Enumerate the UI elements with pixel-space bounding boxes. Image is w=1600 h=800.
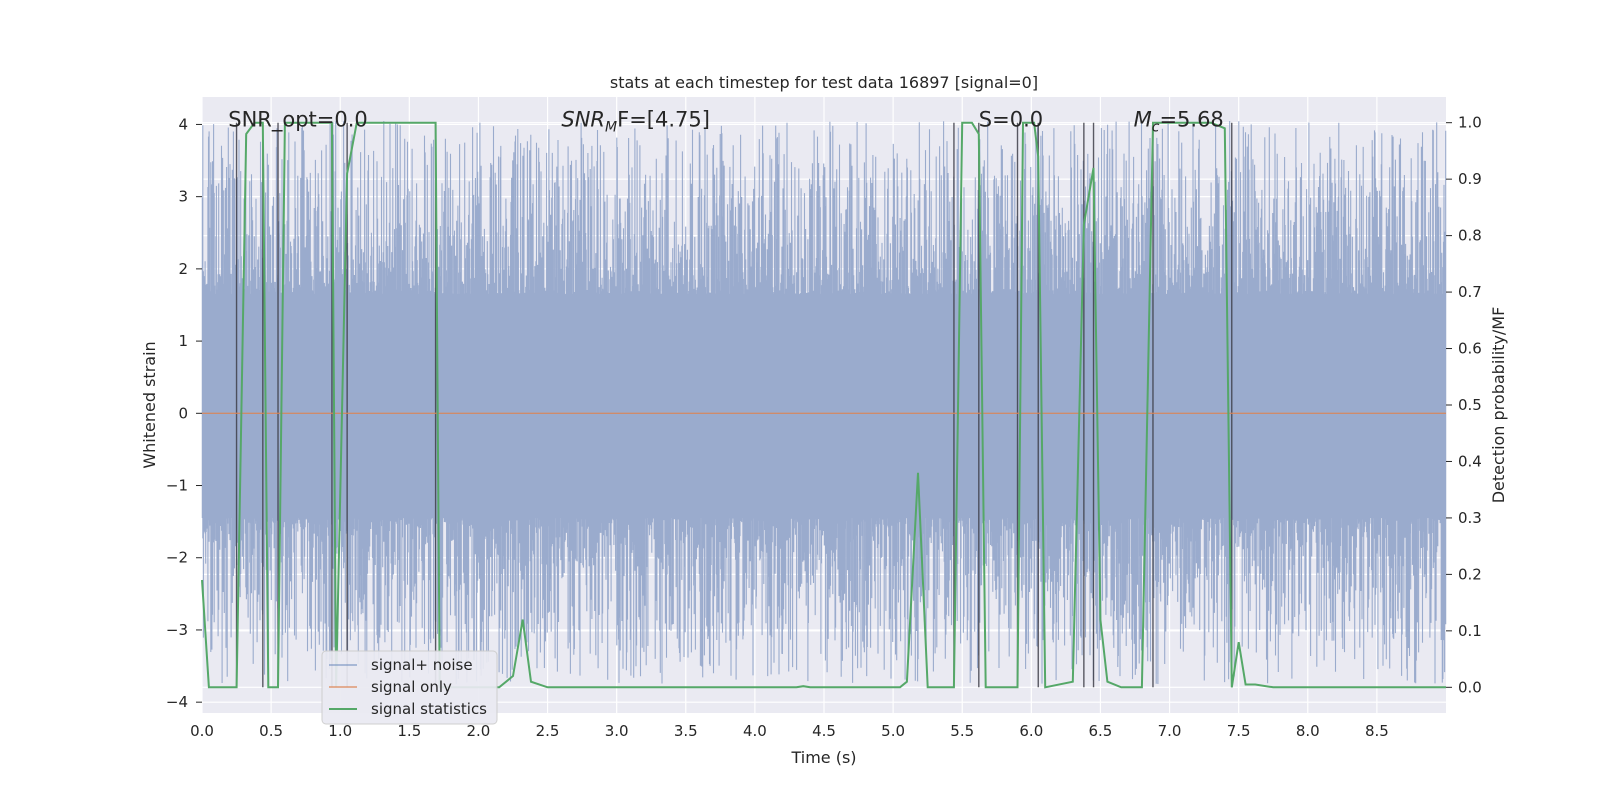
vertical-markers xyxy=(235,122,1233,688)
y-left-tick-label: 1 xyxy=(178,332,188,350)
y-left-tick-label: 2 xyxy=(178,260,188,278)
y-left-tick-label: 3 xyxy=(178,188,188,206)
y-left-tick-label: 4 xyxy=(178,115,188,133)
x-tick-label: 5.0 xyxy=(881,722,905,740)
annotation-text: S=0.0 xyxy=(979,107,1043,131)
x-tick-label: 1.5 xyxy=(397,722,421,740)
x-tick-label: 7.5 xyxy=(1227,722,1251,740)
x-axis-ticks: 0.0 0.5 1.0 1.5 2.0 2.5 3.0 3.5 4.0 4.5 5.0 5.5 6.0 6… xyxy=(190,722,1389,740)
legend-entry: signal only xyxy=(371,678,452,696)
y-left-tick-label: −3 xyxy=(166,621,188,639)
x-tick-label: 2.0 xyxy=(467,722,491,740)
x-tick-label: 3.0 xyxy=(605,722,629,740)
x-tick-label: 2.5 xyxy=(536,722,560,740)
legend-entry: signal+ noise xyxy=(371,656,473,674)
x-tick-label: 0.0 xyxy=(190,722,214,740)
x-tick-label: 8.5 xyxy=(1365,722,1389,740)
x-tick-label: 0.5 xyxy=(259,722,283,740)
annotation-text: SNR_opt=0.0 xyxy=(228,107,368,132)
signal-statistics-line xyxy=(201,121,1446,689)
y-right-tick-label: 0.4 xyxy=(1458,452,1482,470)
x-tick-label: 5.5 xyxy=(950,722,974,740)
x-tick-label: 1.0 xyxy=(328,722,352,740)
x-tick-label: 3.5 xyxy=(674,722,698,740)
x-tick-label: 6.5 xyxy=(1089,722,1113,740)
annotation-text: SNRMF=[4.75] xyxy=(561,107,710,135)
y-right-tick-label: 0.1 xyxy=(1458,622,1482,640)
signal-noise-series xyxy=(201,121,1447,684)
y-right-tick-label: 0.5 xyxy=(1458,396,1482,414)
y-right-tick-label: 0.8 xyxy=(1458,227,1482,245)
y-left-tick-label: 0 xyxy=(178,404,188,422)
y-right-tick-label: 0.9 xyxy=(1458,170,1482,188)
y-left-tick-label: −4 xyxy=(166,693,188,711)
legend-entry: signal statistics xyxy=(371,700,487,718)
x-tick-label: 6.0 xyxy=(1019,722,1043,740)
y-right-tick-label: 0.6 xyxy=(1458,340,1482,358)
legend-box xyxy=(321,650,498,725)
y-right-tick-label: 0.3 xyxy=(1458,509,1482,527)
signal-statistics-series xyxy=(201,121,1446,689)
y-left-axis-ticks: −4 −3 −2 −1 0 1 2 3 4 xyxy=(166,115,202,711)
y-right-axis-label: Detection probability/MF xyxy=(1489,307,1508,504)
y-right-tick-label: 0.7 xyxy=(1458,283,1482,301)
annotation-text: Mc=5.68 xyxy=(1134,107,1224,135)
y-left-tick-label: −2 xyxy=(166,549,188,567)
x-tick-label: 4.5 xyxy=(812,722,836,740)
y-left-tick-label: −1 xyxy=(166,477,188,495)
y-right-tick-label: 1.0 xyxy=(1458,114,1482,132)
x-axis-label: Time (s) xyxy=(790,748,856,767)
y-right-tick-label: 0.0 xyxy=(1458,678,1482,696)
chart-title: stats at each timestep for test data 168… xyxy=(610,73,1038,92)
y-left-axis-label: Whitened strain xyxy=(140,341,159,468)
annotations: SNR_opt=0.0 SNRMF=[4.75] S=0.0 Mc=5.68 xyxy=(228,107,1224,135)
x-tick-label: 4.0 xyxy=(743,722,767,740)
x-tick-label: 7.0 xyxy=(1158,722,1182,740)
noise-spikes xyxy=(201,121,1447,684)
y-right-axis-ticks: 0.0 0.1 0.2 0.3 0.4 0.5 0.6 0.7 0.8 0.9 1.0 xyxy=(1446,114,1482,696)
y-right-tick-label: 0.2 xyxy=(1458,565,1482,583)
legend: signal+ noise signal only signal statistic… xyxy=(321,650,498,725)
x-tick-label: 8.0 xyxy=(1296,722,1320,740)
